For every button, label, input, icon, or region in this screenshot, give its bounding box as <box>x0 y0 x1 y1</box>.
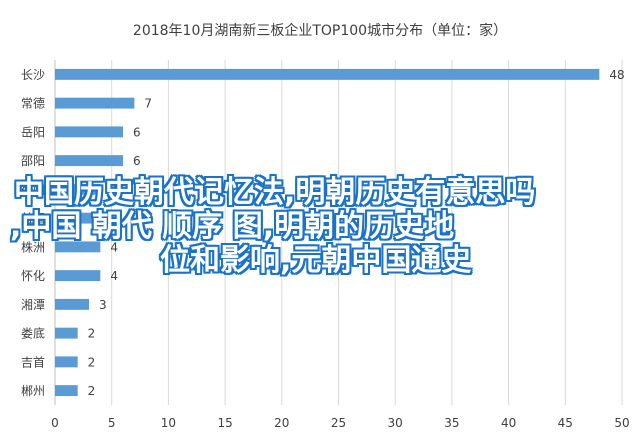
data-label-8: 3 <box>99 298 107 312</box>
category-label-5: 益阳 <box>21 212 45 226</box>
overlay-line-2: ,中国 朝代 顺序 图,明朝的历史地 <box>10 209 455 244</box>
category-label-8: 湘潭 <box>21 297 45 312</box>
category-label-6: 株洲 <box>21 239 45 254</box>
category-label-4: 衡阳 <box>21 183 45 197</box>
x-tick-label-6: 30 <box>388 416 403 430</box>
data-label-4: 4 <box>110 183 118 197</box>
data-label-5: 4 <box>110 212 118 226</box>
category-label-7: 怀化 <box>21 269 45 283</box>
overlay-line-1: 中国历史朝代记忆法,明朝历史有意思吗 <box>14 175 536 210</box>
category-label-1: 常德 <box>21 96 45 111</box>
data-label-1: 7 <box>144 97 152 111</box>
bar-7 <box>55 270 101 282</box>
data-label-11: 2 <box>88 384 96 398</box>
x-tick-label-7: 35 <box>444 416 459 430</box>
data-label-6: 4 <box>110 240 118 254</box>
category-label-11: 郴州 <box>21 384 45 398</box>
watermark-overlay-text: 中国历史朝代记忆法,明朝历史有意思吗 ,中国 朝代 顺序 图,明朝的历史地 位和… <box>0 176 640 278</box>
data-label-0: 48 <box>609 68 624 82</box>
x-tick-label-9: 45 <box>558 416 573 430</box>
x-tick-label-3: 15 <box>217 416 232 430</box>
category-label-10: 吉首 <box>21 355 45 369</box>
bar-2 <box>55 126 124 138</box>
category-label-0: 长沙 <box>21 68 45 82</box>
data-label-2: 6 <box>133 125 141 139</box>
category-label-2: 岳阳 <box>21 125 45 139</box>
x-tick-label-5: 25 <box>331 416 346 430</box>
bar-8 <box>55 298 90 310</box>
bar-11 <box>55 385 78 397</box>
bar-10 <box>55 356 78 368</box>
bar-1 <box>55 97 135 109</box>
bar-4 <box>55 183 101 195</box>
bar-5 <box>55 212 101 224</box>
bar-0 <box>55 68 600 80</box>
bar-3 <box>55 155 124 167</box>
category-label-3: 邵阳 <box>21 154 45 168</box>
data-label-7: 4 <box>110 269 118 283</box>
data-label-9: 2 <box>88 327 96 341</box>
x-tick-label-8: 40 <box>501 416 516 430</box>
chart-title: 2018年10月湖南新三板企业TOP100城市分布（单位：家） <box>132 23 508 39</box>
data-label-10: 2 <box>88 355 96 369</box>
x-tick-label-2: 10 <box>161 416 176 430</box>
bar-9 <box>55 327 78 339</box>
x-tick-label-1: 5 <box>108 416 116 430</box>
x-tick-label-0: 0 <box>51 416 59 430</box>
x-tick-label-4: 20 <box>274 416 289 430</box>
data-label-3: 6 <box>133 154 141 168</box>
x-tick-label-10: 50 <box>614 416 629 430</box>
category-label-9: 娄底 <box>21 326 45 341</box>
bar-6 <box>55 241 101 253</box>
overlay-line-3: 位和影响,元朝中国通史 <box>160 243 472 278</box>
